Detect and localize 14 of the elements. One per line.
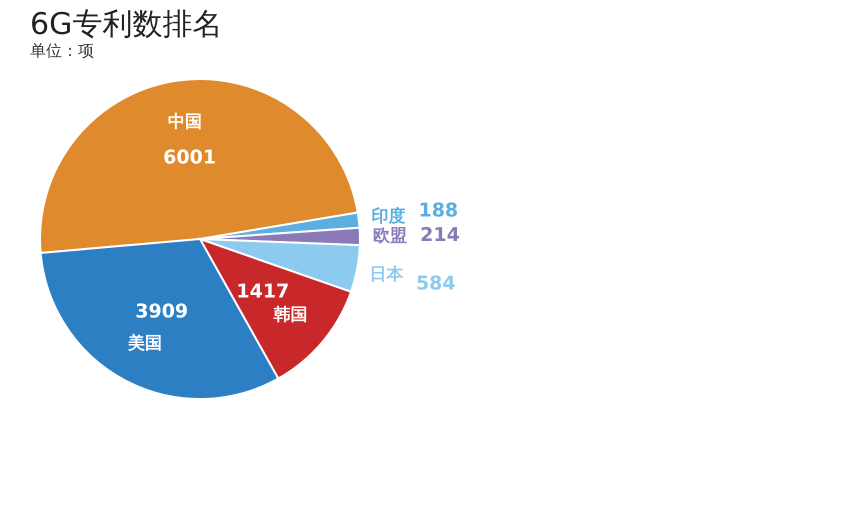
data-label: 584 [416, 272, 456, 295]
chart-subtitle: 单位：项 [30, 41, 94, 60]
slice-label: 日本 [370, 264, 405, 284]
slice-label: 中国 [168, 112, 202, 132]
slice-label: 欧盟 [372, 226, 407, 246]
chart-title: 6G专利数排名 [30, 7, 222, 42]
data-label: 214 [420, 224, 460, 246]
data-label: 3909 [135, 300, 188, 322]
slice-label: 印度 [372, 206, 406, 227]
data-label: 188 [418, 200, 458, 222]
slice-label: 韩国 [272, 304, 308, 325]
data-label: 6001 [163, 146, 216, 169]
slice-label: 美国 [126, 333, 162, 354]
data-label: 1417 [236, 280, 290, 303]
